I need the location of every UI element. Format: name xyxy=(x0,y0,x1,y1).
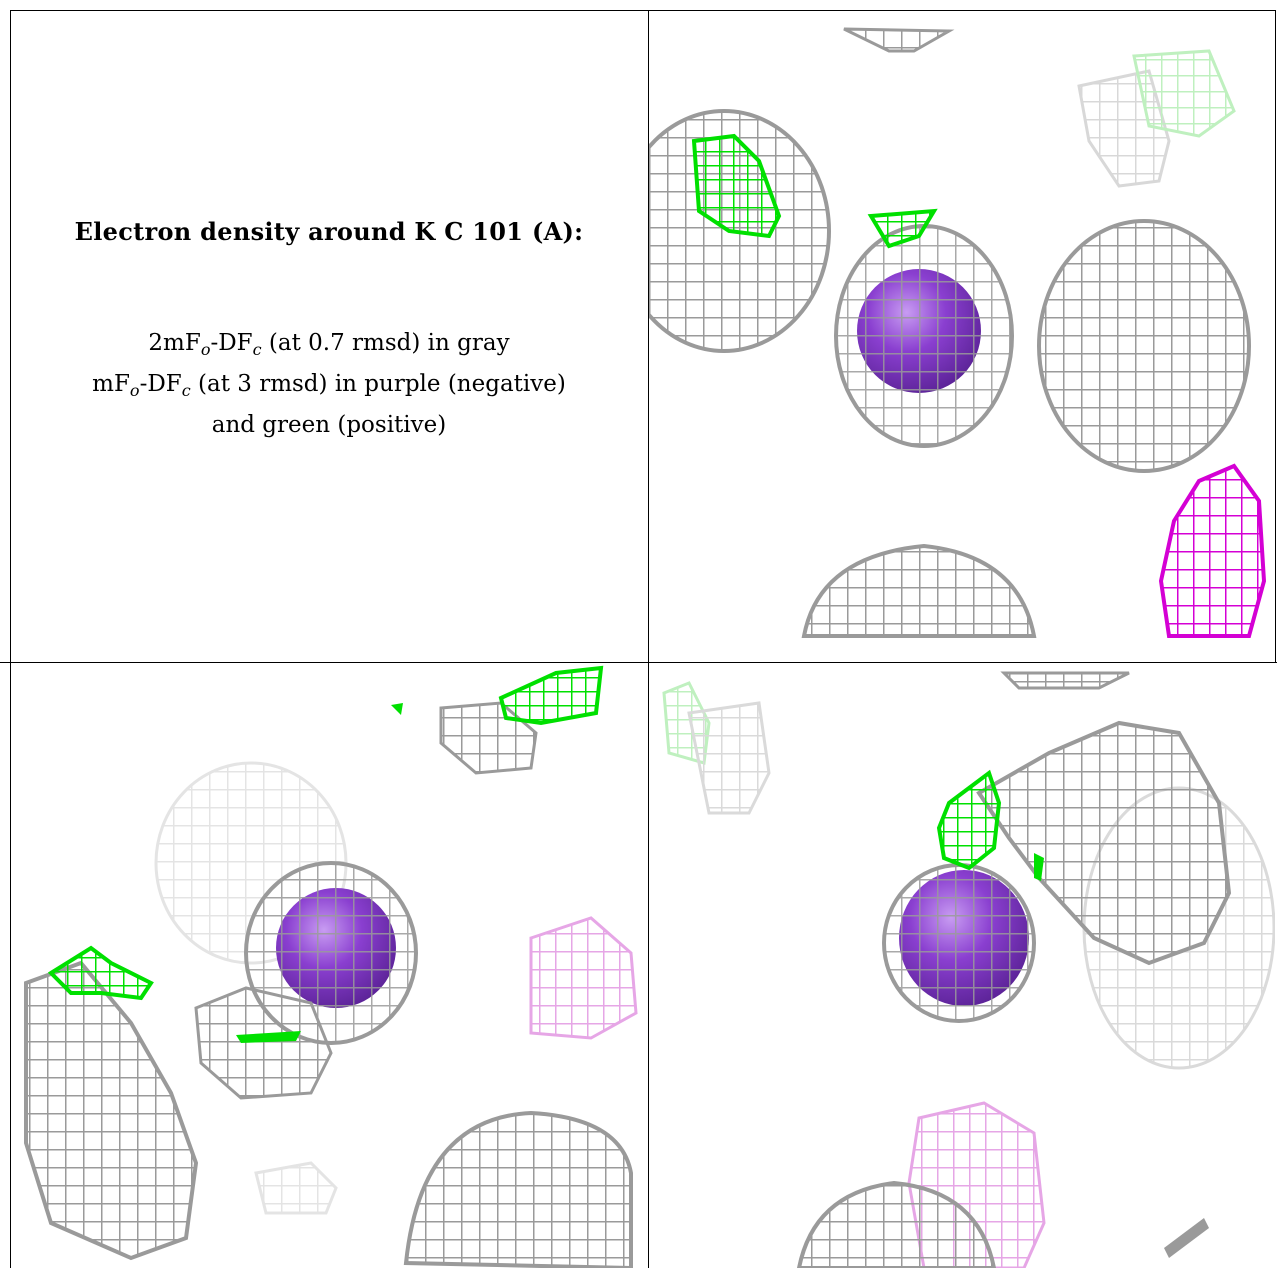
density-mesh-gray xyxy=(801,543,1037,638)
density-mesh-gray xyxy=(1037,219,1251,473)
density-mesh-negative-faded xyxy=(529,916,638,1040)
density-mesh-gray xyxy=(1000,671,1130,690)
density-mesh-negative xyxy=(1158,463,1267,638)
density-render xyxy=(24,665,638,1268)
legend-subscript: c xyxy=(181,381,191,400)
density-mesh-green-faded xyxy=(1132,49,1236,138)
legend-subscript: o xyxy=(200,340,211,359)
frame-vertical-divider xyxy=(648,10,649,1268)
frame-right-border xyxy=(1275,10,1276,662)
legend-text: mF xyxy=(92,371,130,397)
legend-text: (at 3 rmsd) in purple (negative) xyxy=(190,371,566,397)
legend-line-positive: and green (positive) xyxy=(211,412,447,438)
caption-legend: 2mFo-DFc (at 0.7 rmsd) in gray mFo-DFc (… xyxy=(10,326,648,443)
legend-line-2fofc: 2mFo-DFc (at 0.7 rmsd) in gray xyxy=(10,326,648,367)
density-mesh-gray xyxy=(834,224,1014,448)
density-mesh-gray xyxy=(1164,1218,1209,1258)
frame-top-border xyxy=(10,10,1276,11)
density-render xyxy=(649,27,1267,638)
density-mesh-gray xyxy=(24,960,199,1261)
density-mesh-green xyxy=(867,208,938,249)
density-view-bottom-left xyxy=(11,663,648,1268)
density-render xyxy=(662,671,1275,1268)
legend-text: 2mF xyxy=(148,330,201,356)
legend-line-fofc: mFo-DFc (at 3 rmsd) in purple (negative) xyxy=(10,367,648,408)
legend-subscript: c xyxy=(252,340,262,359)
density-mesh-gray-faded xyxy=(254,1161,338,1215)
legend-text: (at 0.7 rmsd) in gray xyxy=(261,330,510,356)
legend-text: -DF xyxy=(210,330,253,356)
density-mesh-green xyxy=(936,769,1002,871)
caption-title: Electron density around K C 101 (A): xyxy=(74,217,584,246)
density-mesh-green xyxy=(498,665,604,726)
density-mesh-gray-faded xyxy=(687,701,771,815)
frame-horizontal-divider xyxy=(0,662,1277,663)
density-mesh-gray xyxy=(882,863,1036,1023)
density-mesh-green xyxy=(236,1031,301,1043)
legend-subscript: o xyxy=(129,381,140,400)
density-mesh-gray xyxy=(403,1110,633,1268)
density-mesh-gray xyxy=(194,986,333,1100)
density-mesh-gray xyxy=(843,27,955,53)
density-mesh-gray xyxy=(796,1180,997,1268)
legend-text: -DF xyxy=(139,371,182,397)
density-mesh-green xyxy=(391,703,403,715)
density-mesh-green xyxy=(47,945,154,1001)
density-view-bottom-right xyxy=(649,663,1275,1268)
density-mesh-green xyxy=(1034,853,1044,881)
density-view-top-right xyxy=(649,11,1275,662)
density-mesh-green xyxy=(691,133,782,239)
frame-left-border xyxy=(10,10,11,1268)
caption-panel: Electron density around K C 101 (A): 2mF… xyxy=(10,10,648,662)
